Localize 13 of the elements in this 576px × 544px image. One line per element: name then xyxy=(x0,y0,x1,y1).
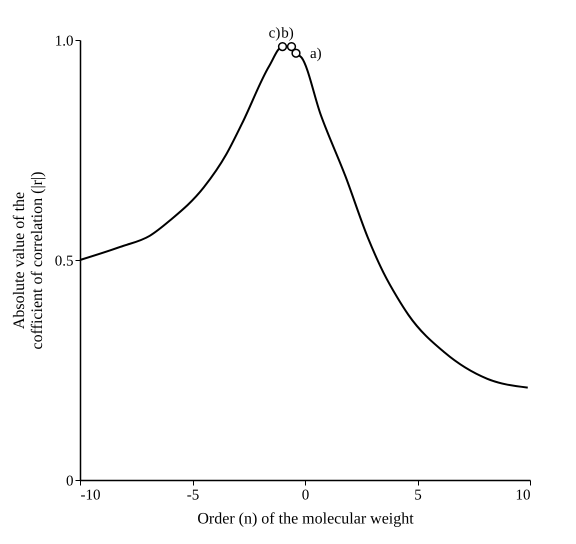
annotation: b) xyxy=(281,26,294,42)
annotation: a) xyxy=(310,46,322,62)
x-tick-label: -5 xyxy=(186,488,200,504)
x-tick-label: 5 xyxy=(414,488,422,504)
y-tick-label: 0 xyxy=(66,474,74,490)
x-tick-label: 10 xyxy=(516,488,530,504)
annotation: c) xyxy=(268,26,280,42)
x-tick-label: -10 xyxy=(80,488,100,504)
y-tick-label: 1.0 xyxy=(54,34,74,50)
x-tick-label: 0 xyxy=(302,488,310,504)
y-axis-title: Absolute value of the cofficient of correlation (|r|) xyxy=(10,171,46,350)
x-axis-title: Order (n) of the molecular weight xyxy=(197,510,414,528)
y-tick-label: 0.5 xyxy=(54,254,74,270)
